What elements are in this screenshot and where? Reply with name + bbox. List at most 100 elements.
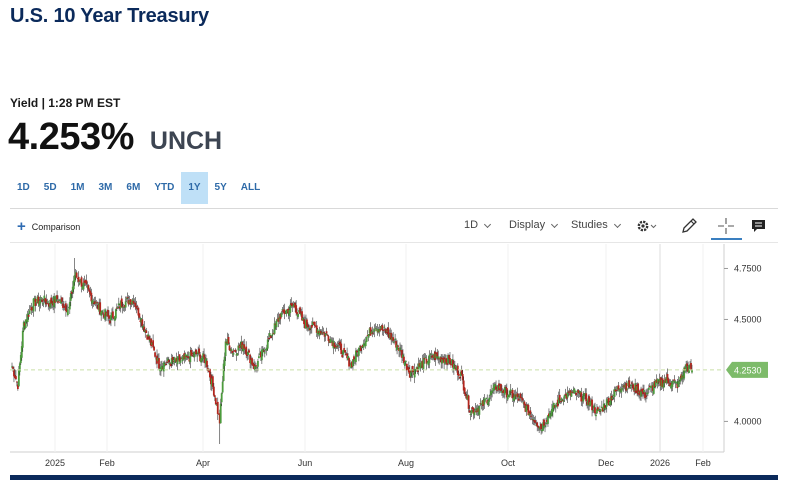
crosshair-icon[interactable] [716, 216, 736, 236]
candle-body [178, 354, 181, 362]
candle-body [463, 387, 466, 395]
candle-body [64, 303, 67, 311]
candle-body [301, 311, 303, 321]
range-button-3m[interactable]: 3M [98, 182, 113, 193]
candle-body [419, 362, 422, 369]
candle-body [161, 365, 163, 371]
candle-body [345, 353, 348, 355]
candle-body [257, 360, 259, 367]
candle-body [187, 356, 190, 359]
range-button-5d[interactable]: 5D [43, 182, 57, 193]
candle-body [154, 352, 156, 357]
candle-body [265, 347, 268, 351]
display-dropdown[interactable]: Display [509, 219, 559, 231]
candle-body [679, 377, 682, 382]
candle-body [103, 314, 106, 318]
candle-body [124, 301, 127, 308]
studies-dropdown[interactable]: Studies [571, 219, 621, 231]
interval-dropdown[interactable]: 1D [464, 219, 492, 231]
candle-body [59, 301, 61, 303]
range-button-6m[interactable]: 6M [126, 182, 141, 193]
comparison-button[interactable]: + Comparison [17, 219, 80, 234]
candle-body [254, 366, 256, 371]
candle-body [136, 305, 139, 307]
candle-body [493, 384, 495, 391]
candle-body [165, 361, 168, 363]
candle-body [360, 347, 363, 349]
comment-icon[interactable] [749, 216, 769, 236]
candle-body [209, 369, 211, 378]
candle-body [235, 354, 238, 356]
candle-body [321, 332, 324, 334]
price-chart[interactable]: 2025 Feb Apr Jun Aug Oct Dec 2026 Feb 4.7500 4.50… [0, 244, 812, 474]
candle-body [255, 365, 257, 367]
candle-body [148, 336, 151, 341]
candle-body [517, 398, 520, 401]
candle-body [146, 334, 149, 340]
candle-body [647, 392, 649, 394]
candle-body [386, 330, 389, 332]
candle-body [489, 394, 492, 396]
candle-body [372, 330, 375, 332]
candle-body [45, 299, 48, 305]
candle-body [41, 299, 44, 302]
candle-body [627, 381, 630, 387]
range-button-1m[interactable]: 1M [70, 182, 85, 193]
candle-body [92, 301, 95, 303]
candle-body [156, 355, 158, 364]
candle-body [211, 376, 214, 387]
range-button-1y[interactable]: 1Y [181, 172, 208, 204]
candle-body [163, 363, 166, 366]
candle-body [18, 363, 21, 372]
candle-body [453, 365, 456, 367]
candle-body [123, 304, 126, 308]
candle-body [25, 320, 28, 322]
candle-body [651, 385, 654, 391]
candle-body [185, 355, 188, 358]
candle-body [659, 377, 662, 386]
candle-body [174, 359, 177, 361]
candle-body [54, 299, 57, 303]
candle-body [29, 309, 32, 311]
candle-body [577, 390, 580, 393]
candle-body [466, 395, 469, 400]
candle-body [605, 399, 608, 407]
candle-body [630, 384, 633, 386]
candle-body [359, 346, 362, 351]
candle-body [411, 365, 414, 373]
candle-body [214, 398, 217, 405]
candle-body [523, 401, 526, 405]
candle-body [287, 308, 290, 314]
page-title: U.S. 10 Year Treasury [10, 5, 209, 27]
candle-body [11, 366, 13, 368]
range-button-all[interactable]: ALL [240, 182, 261, 193]
candle-body [367, 334, 370, 338]
candle-body [263, 352, 266, 354]
candle-body [636, 386, 639, 391]
quote-meta: Yield | 1:28 PM EST [10, 96, 121, 110]
candle-body [50, 297, 53, 304]
candle-body [500, 383, 502, 391]
candle-body [267, 337, 270, 339]
candle-body [638, 391, 640, 394]
draw-pencil-icon[interactable] [679, 216, 699, 236]
x-tick-label: 2025 [45, 458, 65, 468]
candle-body [192, 355, 195, 357]
candle-body [383, 326, 386, 328]
candle-body [497, 385, 499, 391]
candle-body [506, 394, 509, 400]
candle-body [300, 313, 302, 316]
settings-gear-icon[interactable] [635, 216, 657, 236]
range-button-ytd[interactable]: YTD [154, 182, 175, 193]
range-button-1d[interactable]: 1D [17, 182, 30, 193]
candle-body [143, 326, 146, 332]
candle-body [333, 342, 336, 347]
candle-body [358, 345, 361, 347]
candle-body [326, 334, 329, 336]
candle-body [216, 401, 219, 414]
candle-body [438, 358, 441, 360]
candle-body [427, 360, 430, 366]
candle-body [482, 400, 485, 406]
candle-body [424, 357, 427, 359]
range-button-5y[interactable]: 5Y [214, 182, 227, 193]
